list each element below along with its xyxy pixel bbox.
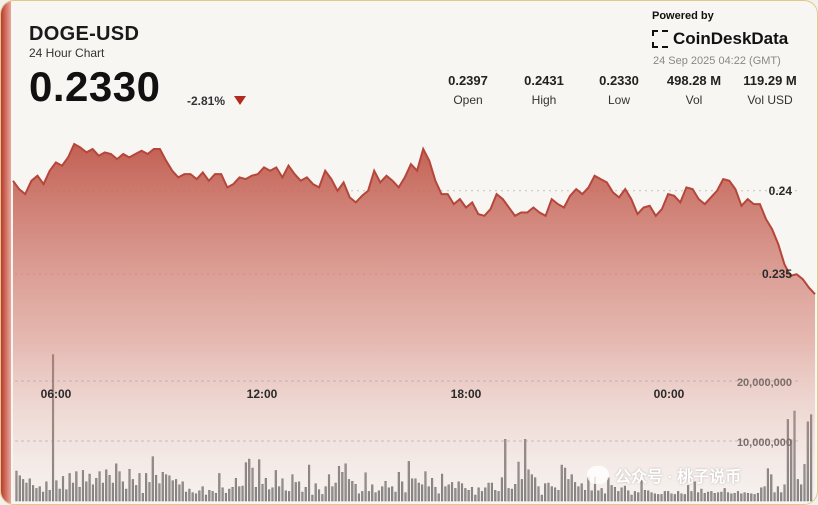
stat-value: 119.29 M [743, 73, 797, 88]
x-tick-label: 00:00 [654, 387, 685, 401]
stat-value: 0.2330 [599, 73, 639, 88]
stat-vol-usd: 119.29 M Vol USD [736, 73, 804, 107]
down-arrow-icon [234, 96, 246, 105]
x-tick-label: 12:00 [247, 387, 278, 401]
price-area [13, 144, 815, 501]
powered-by-label: Powered by [652, 10, 714, 22]
wechat-icon [587, 466, 609, 484]
chart-title: DOGE-USD [29, 23, 140, 45]
volume-tick-label: 20,000,000 [737, 377, 792, 389]
price-line [12, 142, 816, 295]
stat-value: 0.2397 [448, 73, 488, 88]
stat-value: 498.28 M [666, 73, 722, 88]
price-change: -2.81% [187, 94, 226, 108]
volume-tick-label: 10,000,000 [737, 437, 792, 449]
chart-subtitle: 24 Hour Chart [29, 46, 105, 60]
stat-label: High [531, 93, 557, 107]
left-accent-strip [1, 1, 11, 504]
y-tick-label: 0.235 [762, 267, 792, 281]
stat-label: Vol [685, 93, 703, 107]
x-tick-label: 06:00 [41, 387, 72, 401]
stat-low: 0.2330 Low [595, 73, 643, 107]
stat-label: Low [607, 93, 630, 107]
coindesk-logo[interactable]: CoinDeskData [652, 29, 788, 49]
stat-value: 0.2431 [524, 73, 564, 88]
stat-label: Open [453, 93, 483, 107]
axis-ticks: 06:00 12:00 18:00 00:00 0.235 0.24 10,000,000 2… [41, 184, 793, 449]
stat-open: 0.2397 Open [444, 73, 492, 107]
y-tick-label: 0.24 [769, 184, 793, 198]
watermark-text: 公众号 · 桃子说币 [615, 469, 742, 486]
timestamp: 24 Sep 2025 04:22 (GMT) [653, 55, 781, 67]
stat-high: 0.2431 High [520, 73, 568, 107]
stat-vol: 498.28 M Vol [659, 73, 729, 107]
stat-label: Vol USD [747, 93, 793, 107]
coindesk-logo-icon [652, 30, 668, 48]
watermark: 公众号 · 桃子说币 [587, 463, 741, 487]
x-tick-label: 18:00 [451, 387, 482, 401]
current-price: 0.2330 [29, 63, 161, 110]
logo-text: CoinDeskData [673, 29, 789, 48]
